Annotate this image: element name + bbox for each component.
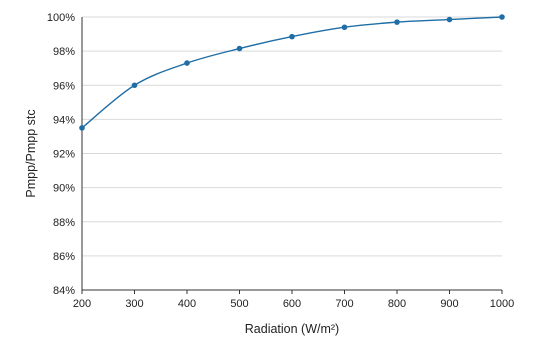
x-tick-label: 200 xyxy=(73,298,91,310)
y-tick-label: 88% xyxy=(53,217,75,229)
x-axis-title: Radiation (W/m²) xyxy=(245,322,339,336)
x-tick-label: 1000 xyxy=(490,298,514,310)
tick-labels: 84% 86% 88% 90% 92% 94% 96% 98% 100% 200 300 400 500… xyxy=(47,12,514,310)
x-tick-label: 500 xyxy=(230,298,248,310)
y-tick-label: 90% xyxy=(53,183,75,195)
y-tick-label: 98% xyxy=(53,46,75,58)
data-point xyxy=(184,60,190,66)
data-point xyxy=(289,33,295,40)
data-point xyxy=(79,125,85,131)
x-tick-label: 700 xyxy=(335,298,353,310)
axes xyxy=(81,17,503,294)
y-axis-title: Pmpp/Pmpp stc xyxy=(24,109,38,197)
x-tick-label: 900 xyxy=(440,298,458,310)
y-tick-label: 86% xyxy=(53,251,75,263)
data-point xyxy=(236,45,243,52)
y-tick-label: 92% xyxy=(53,149,75,161)
x-tick-label: 300 xyxy=(125,298,143,310)
data-point xyxy=(499,14,505,20)
x-tick-label: 400 xyxy=(178,298,196,310)
data-point xyxy=(341,24,348,31)
grid-lines xyxy=(82,16,502,257)
series-line xyxy=(81,16,503,129)
x-tick-label: 800 xyxy=(388,298,406,310)
x-tick-label: 600 xyxy=(283,298,301,310)
y-tick-label: 94% xyxy=(53,114,75,126)
y-tick-label: 84% xyxy=(53,285,75,297)
y-tick-label: 100% xyxy=(47,12,75,24)
data-point xyxy=(446,16,453,23)
data-point xyxy=(394,19,400,25)
data-series xyxy=(79,14,505,131)
data-point xyxy=(131,82,138,89)
y-tick-label: 96% xyxy=(53,80,75,92)
